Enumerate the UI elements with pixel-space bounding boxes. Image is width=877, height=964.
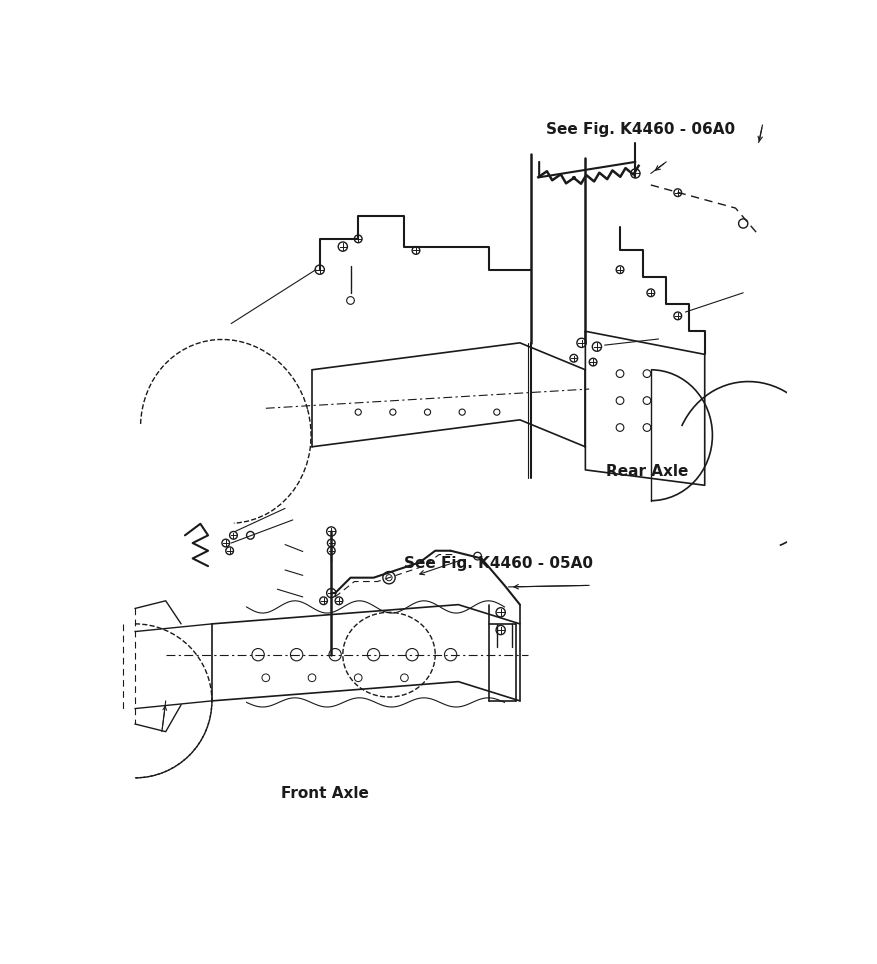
Circle shape (222, 539, 230, 547)
Circle shape (570, 355, 578, 362)
Circle shape (577, 338, 586, 347)
Circle shape (327, 547, 335, 554)
Circle shape (592, 342, 602, 351)
Circle shape (326, 527, 336, 536)
Circle shape (225, 547, 233, 554)
Circle shape (589, 359, 597, 366)
Circle shape (326, 588, 336, 598)
Circle shape (647, 289, 654, 297)
Circle shape (631, 169, 640, 178)
Circle shape (496, 626, 505, 634)
Text: Rear Axle: Rear Axle (606, 465, 688, 479)
Circle shape (354, 235, 362, 243)
Circle shape (320, 597, 327, 604)
Circle shape (674, 312, 681, 320)
Circle shape (327, 539, 335, 547)
Text: See Fig. K4460 - 06A0: See Fig. K4460 - 06A0 (546, 121, 735, 137)
Text: Front Axle: Front Axle (282, 786, 369, 800)
Circle shape (496, 607, 505, 617)
Circle shape (339, 242, 347, 252)
Circle shape (230, 531, 238, 539)
Circle shape (383, 572, 396, 584)
Circle shape (412, 247, 420, 254)
Circle shape (674, 189, 681, 197)
Circle shape (335, 597, 343, 604)
Circle shape (617, 266, 624, 274)
Text: See Fig. K4460 - 05A0: See Fig. K4460 - 05A0 (404, 556, 594, 571)
Circle shape (315, 265, 324, 275)
